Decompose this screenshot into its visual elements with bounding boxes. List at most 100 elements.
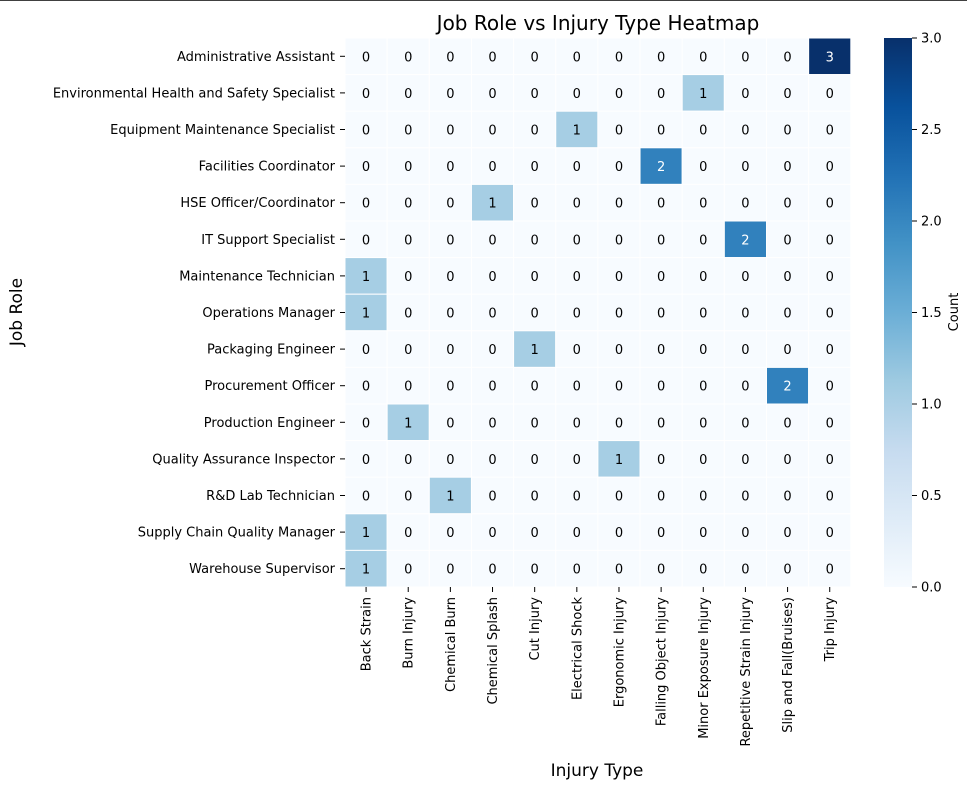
cell-value-label: 0 xyxy=(783,343,791,358)
cell-value-label: 0 xyxy=(404,526,412,541)
cell-value-label: 0 xyxy=(573,307,581,322)
cell-value-label: 0 xyxy=(531,197,539,212)
heatmap-cell xyxy=(808,440,852,478)
y-tick-label: Production Engineer xyxy=(204,416,336,431)
heatmap-cell xyxy=(808,549,852,588)
cell-value-label: 0 xyxy=(826,453,834,468)
cell-value-label: 0 xyxy=(657,563,665,578)
heatmap-cell xyxy=(555,330,599,368)
heatmap-cell xyxy=(808,366,852,405)
x-tick-label: Electrical Shock xyxy=(570,597,585,700)
heatmap-cell xyxy=(386,366,430,405)
cell-value-label: 0 xyxy=(573,160,581,175)
heatmap-cell xyxy=(386,74,430,112)
heatmap-cell xyxy=(597,440,641,478)
cell-value-label: 0 xyxy=(404,343,412,358)
heatmap-cell xyxy=(470,476,515,515)
heatmap-cell xyxy=(344,257,388,295)
cell-value-label: 0 xyxy=(826,124,834,139)
heatmap-cell xyxy=(681,403,725,442)
y-tick-label: Administrative Assistant xyxy=(177,50,335,65)
heatmap-cell xyxy=(639,330,683,368)
cell-value-label: 0 xyxy=(783,526,791,541)
colorbar-tick-label: 1.5 xyxy=(921,306,942,321)
heatmap-cell xyxy=(681,330,725,368)
cell-value-label: 0 xyxy=(699,270,707,285)
x-tick-label: Chemical Splash xyxy=(486,597,501,705)
heatmap-cell xyxy=(597,110,641,149)
cell-value-label: 0 xyxy=(573,453,581,468)
x-tick-label: Ergonomic Injury xyxy=(612,597,627,708)
cell-value-label: 0 xyxy=(573,270,581,285)
cell-value-label: 0 xyxy=(404,453,412,468)
heatmap-cell xyxy=(428,257,472,295)
cell-value-label: 0 xyxy=(573,87,581,102)
x-tick-label: Back Strain xyxy=(360,597,375,671)
cell-value-label: 0 xyxy=(657,270,665,285)
cell-value-label: 0 xyxy=(657,233,665,248)
heatmap-cell xyxy=(344,293,388,332)
cell-value-label: 1 xyxy=(404,416,412,431)
cell-value-label: 0 xyxy=(615,270,623,285)
heatmap-cell xyxy=(723,74,767,112)
heatmap-cell xyxy=(597,403,641,442)
y-tick-label: HSE Officer/Coordinator xyxy=(180,196,335,211)
cell-value-label: 0 xyxy=(362,160,370,175)
cell-value-label: 0 xyxy=(362,50,370,65)
cell-value-label: 0 xyxy=(657,307,665,322)
heatmap-cell xyxy=(808,330,852,368)
cell-value-label: 0 xyxy=(741,490,749,505)
heatmap-cell xyxy=(428,293,472,332)
cell-value-label: 0 xyxy=(531,270,539,285)
cell-value-label: 0 xyxy=(404,197,412,212)
cell-value-label: 0 xyxy=(826,160,834,175)
y-tick-label: Equipment Maintenance Specialist xyxy=(110,123,335,138)
heatmap-cell xyxy=(344,513,388,551)
heatmap-cell xyxy=(597,476,641,515)
cell-value-label: 0 xyxy=(531,453,539,468)
heatmap-cell xyxy=(723,549,767,588)
cell-value-label: 0 xyxy=(826,380,834,395)
heatmap-cell xyxy=(597,220,641,259)
cell-value-label: 0 xyxy=(446,124,454,139)
cell-value-label: 0 xyxy=(657,453,665,468)
heatmap-cell xyxy=(386,330,430,368)
cell-value-label: 0 xyxy=(741,197,749,212)
y-tick-label: Operations Manager xyxy=(202,306,335,321)
heatmap-cell xyxy=(555,257,599,295)
cell-value-label: 0 xyxy=(531,416,539,431)
heatmap-cell xyxy=(808,110,852,149)
cell-value-label: 0 xyxy=(741,50,749,65)
cell-value-label: 0 xyxy=(488,307,496,322)
cell-value-label: 0 xyxy=(699,197,707,212)
colorbar-tick-label: 0.0 xyxy=(921,581,942,596)
heatmap-cell xyxy=(723,257,767,295)
cell-value-label: 0 xyxy=(657,343,665,358)
cell-value-label: 0 xyxy=(657,490,665,505)
heatmap-cell xyxy=(723,220,767,259)
cell-value-label: 0 xyxy=(699,124,707,139)
heatmap-cell xyxy=(555,440,599,478)
cell-value-label: 1 xyxy=(362,526,370,541)
cell-value-label: 0 xyxy=(826,307,834,322)
cell-value-label: 0 xyxy=(531,124,539,139)
heatmap-cell xyxy=(344,183,388,222)
cell-value-label: 0 xyxy=(488,124,496,139)
cell-value-label: 0 xyxy=(573,50,581,65)
y-tick-label: Maintenance Technician xyxy=(179,269,335,284)
cell-value-label: 0 xyxy=(488,490,496,505)
cell-value-label: 0 xyxy=(488,343,496,358)
heatmap-cell xyxy=(808,74,852,112)
cell-value-label: 0 xyxy=(531,50,539,65)
cell-value-label: 0 xyxy=(573,197,581,212)
y-tick-label: Supply Chain Quality Manager xyxy=(138,526,336,541)
heatmap-cell xyxy=(386,403,430,442)
cell-value-label: 0 xyxy=(362,124,370,139)
cell-value-label: 0 xyxy=(362,87,370,102)
x-tick-label: Cut Injury xyxy=(528,597,543,661)
heatmap-cell xyxy=(766,549,810,588)
cell-value-label: 0 xyxy=(446,563,454,578)
cell-value-label: 0 xyxy=(657,380,665,395)
heatmap-cell xyxy=(766,440,810,478)
cell-value-label: 0 xyxy=(446,307,454,322)
